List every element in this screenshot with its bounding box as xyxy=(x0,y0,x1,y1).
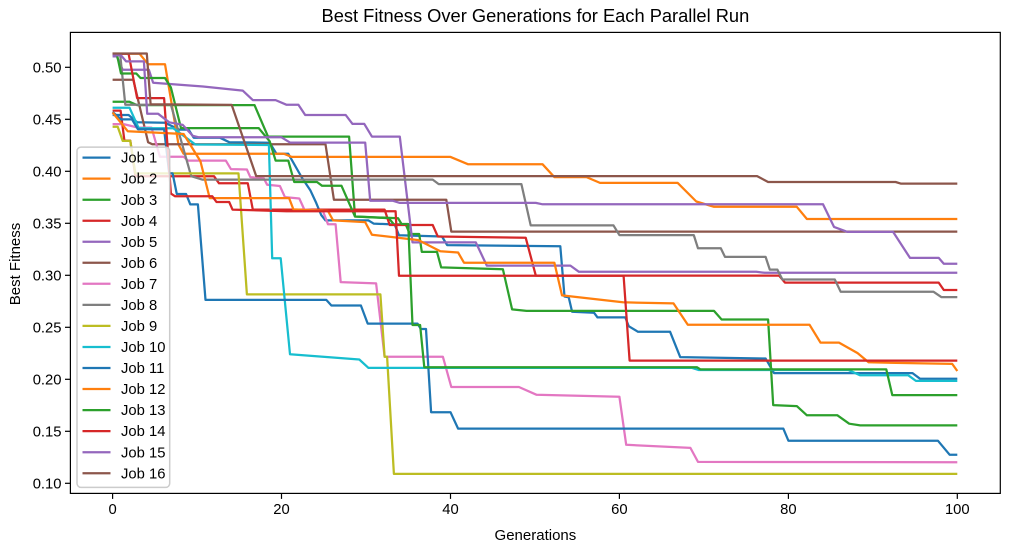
svg-text:40: 40 xyxy=(442,502,458,518)
svg-text:0.50: 0.50 xyxy=(33,60,62,76)
svg-text:0.25: 0.25 xyxy=(33,320,62,336)
svg-text:Job 2: Job 2 xyxy=(121,172,157,188)
svg-text:20: 20 xyxy=(273,502,289,518)
svg-text:Job 10: Job 10 xyxy=(121,340,165,356)
svg-text:Job 4: Job 4 xyxy=(121,214,157,230)
svg-text:Job 3: Job 3 xyxy=(121,193,157,209)
svg-text:0.15: 0.15 xyxy=(33,424,62,440)
svg-text:Job 7: Job 7 xyxy=(121,277,157,293)
svg-text:0.35: 0.35 xyxy=(33,216,62,232)
svg-text:Job 1: Job 1 xyxy=(121,151,157,167)
svg-text:Generations: Generations xyxy=(495,527,577,544)
svg-text:Job 8: Job 8 xyxy=(121,298,157,314)
svg-text:Job 11: Job 11 xyxy=(121,361,164,377)
svg-text:0.10: 0.10 xyxy=(33,476,62,492)
svg-text:Job 6: Job 6 xyxy=(121,256,157,272)
svg-text:0.45: 0.45 xyxy=(33,112,62,128)
svg-text:0.40: 0.40 xyxy=(33,164,62,180)
svg-text:Best Fitness: Best Fitness xyxy=(7,223,24,306)
svg-text:Job 14: Job 14 xyxy=(121,424,165,440)
svg-text:Job 13: Job 13 xyxy=(121,403,165,419)
svg-text:Job 5: Job 5 xyxy=(121,235,157,251)
svg-text:60: 60 xyxy=(611,502,627,518)
svg-text:0: 0 xyxy=(108,502,116,518)
svg-text:Job 9: Job 9 xyxy=(121,319,157,335)
svg-text:100: 100 xyxy=(945,502,970,518)
svg-text:0.20: 0.20 xyxy=(33,372,62,388)
svg-text:Job 16: Job 16 xyxy=(121,466,165,482)
svg-text:80: 80 xyxy=(780,502,796,518)
svg-text:0.30: 0.30 xyxy=(33,268,62,284)
svg-text:Best Fitness Over Generations: Best Fitness Over Generations for Each P… xyxy=(322,5,750,26)
svg-text:Job 12: Job 12 xyxy=(121,382,165,398)
svg-text:Job 15: Job 15 xyxy=(121,445,165,461)
